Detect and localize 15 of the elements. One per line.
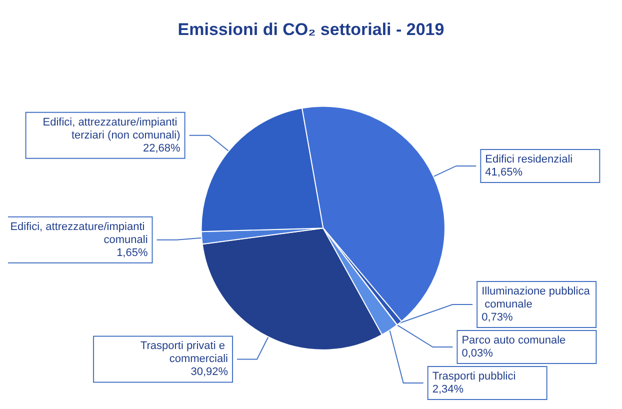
chart-title: Emissioni di CO₂ settoriali - 2019 [178,20,444,39]
slice-label: Trasporti pubblici [432,370,516,382]
data-label: 2,34% [432,384,464,396]
slice-label: Edifici residenziali [485,153,573,166]
data-label: 22,68% [142,142,181,154]
data-label: 0,73% [482,312,513,324]
slice-label: Edifici, attrezzature/impianti terziari (non comunali) [42,116,180,142]
data-label: 0,03% [462,348,494,360]
slice-label: Illuminazione pubblica comunale [482,286,591,310]
slice-label: Parco auto comunale [462,334,566,346]
data-label: 30,92% [190,366,228,378]
data-label: 41,65% [485,166,523,178]
data-label: 1,65% [116,246,148,259]
slice-label: Edifici, attrezzature/impianti comunali [10,220,148,246]
slice-label: Trasporti privati e commerciali [140,340,228,366]
